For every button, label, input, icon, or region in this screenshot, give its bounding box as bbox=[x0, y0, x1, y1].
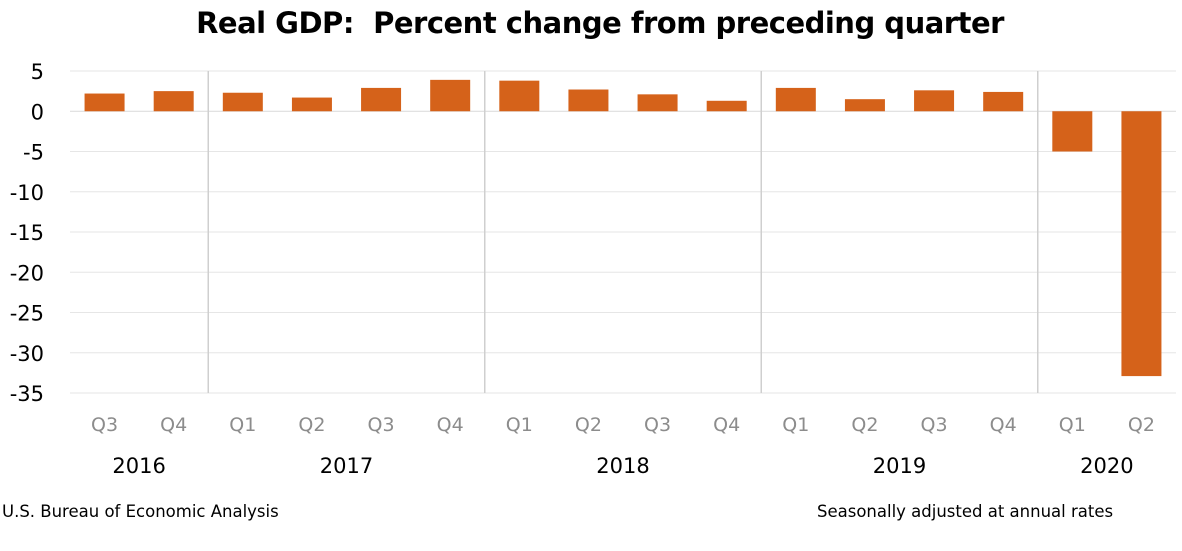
y-tick-label: 0 bbox=[31, 100, 44, 124]
bar bbox=[568, 89, 609, 112]
quarter-label: Q1 bbox=[782, 414, 809, 436]
bar bbox=[430, 79, 471, 112]
bars bbox=[84, 79, 1162, 377]
quarter-label: Q4 bbox=[713, 414, 740, 436]
y-tick-label: 5 bbox=[31, 60, 44, 84]
y-tick-label: -30 bbox=[10, 342, 44, 366]
x-axis-year-labels: 2016 2017 2018 2019 2020 bbox=[112, 454, 1133, 478]
x-axis-quarter-labels: Q3 Q4 Q1 Q2 Q3 Q4 Q1 Q2 Q3 Q4 Q1 Q2 Q3 Q4 Q1 Q2 bbox=[91, 414, 1155, 436]
quarter-label: Q4 bbox=[160, 414, 187, 436]
bar bbox=[706, 100, 747, 112]
bar bbox=[1052, 111, 1093, 152]
year-label: 2019 bbox=[873, 454, 926, 478]
y-axis-tick-labels: 5 0 -5 -10 -15 -20 -25 -30 -35 bbox=[10, 60, 44, 406]
bar bbox=[914, 90, 955, 112]
year-label: 2018 bbox=[596, 454, 649, 478]
gridlines bbox=[70, 70, 1176, 394]
bar bbox=[637, 94, 678, 112]
quarter-label: Q3 bbox=[644, 414, 671, 436]
quarter-label: Q3 bbox=[921, 414, 948, 436]
bar bbox=[499, 80, 540, 112]
y-tick-label: -10 bbox=[10, 181, 44, 205]
quarter-label: Q4 bbox=[437, 414, 464, 436]
year-dividers bbox=[207, 71, 1039, 393]
year-label: 2017 bbox=[320, 454, 373, 478]
y-tick-label: -20 bbox=[10, 261, 44, 285]
quarter-label: Q2 bbox=[851, 414, 878, 436]
quarter-label: Q2 bbox=[1128, 414, 1155, 436]
y-tick-label: -35 bbox=[10, 382, 44, 406]
y-tick-label: -15 bbox=[10, 221, 44, 245]
bar bbox=[153, 91, 194, 112]
bar bbox=[983, 91, 1024, 112]
source-note: U.S. Bureau of Economic Analysis bbox=[2, 502, 279, 521]
y-tick-label: -5 bbox=[23, 141, 44, 165]
year-label: 2016 bbox=[112, 454, 165, 478]
bar bbox=[775, 87, 816, 112]
seasonal-adjustment-note: Seasonally adjusted at annual rates bbox=[817, 502, 1114, 521]
bar bbox=[1121, 111, 1162, 377]
y-tick-label: -25 bbox=[10, 302, 44, 326]
quarter-label: Q2 bbox=[298, 414, 325, 436]
quarter-label: Q1 bbox=[229, 414, 256, 436]
chart-title: Real GDP: Percent change from preceding … bbox=[196, 6, 1004, 40]
quarter-label: Q4 bbox=[990, 414, 1017, 436]
quarter-label: Q1 bbox=[1059, 414, 1086, 436]
bar bbox=[84, 93, 125, 112]
quarter-label: Q3 bbox=[368, 414, 395, 436]
quarter-label: Q3 bbox=[91, 414, 118, 436]
quarter-label: Q2 bbox=[575, 414, 602, 436]
bar bbox=[361, 87, 402, 112]
bar bbox=[222, 92, 263, 112]
year-label: 2020 bbox=[1080, 454, 1133, 478]
quarter-label: Q1 bbox=[506, 414, 533, 436]
bar bbox=[844, 99, 885, 112]
bar bbox=[291, 97, 332, 112]
